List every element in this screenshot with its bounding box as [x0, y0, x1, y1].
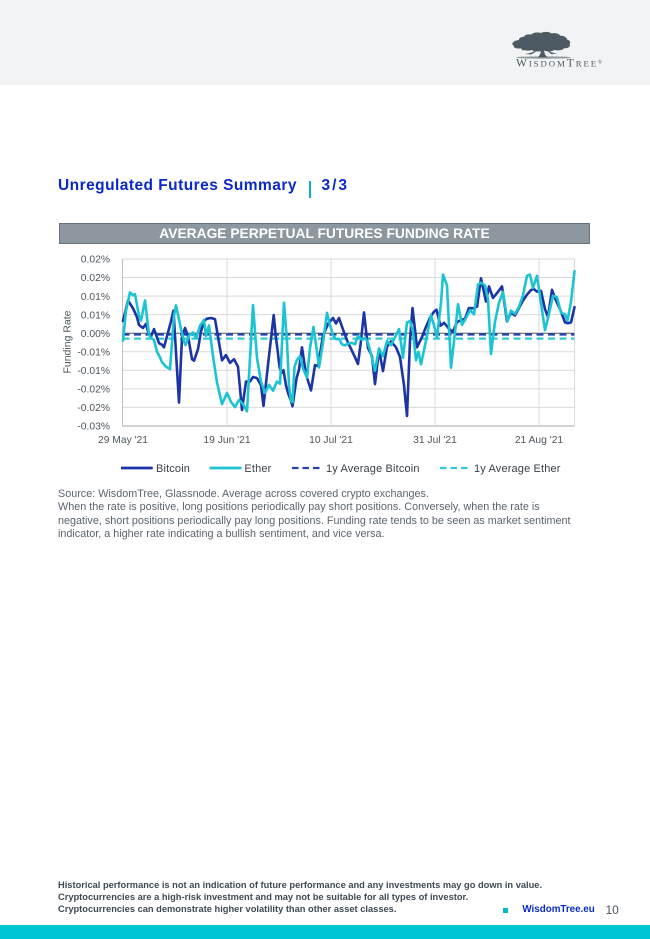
svg-text:0.02%: 0.02% — [81, 273, 110, 284]
svg-text:Ether: Ether — [244, 463, 271, 475]
svg-text:Funding Rate: Funding Rate — [62, 310, 74, 373]
svg-text:0.01%: 0.01% — [81, 292, 110, 303]
svg-text:29 May '21: 29 May '21 — [98, 435, 148, 446]
svg-text:0.00%: 0.00% — [81, 329, 110, 340]
svg-text:WISDOMTREE®: WISDOMTREE® — [516, 57, 604, 70]
svg-text:0.01%: 0.01% — [81, 310, 110, 321]
svg-text:21 Aug '21: 21 Aug '21 — [515, 435, 564, 446]
svg-text:-0.02%: -0.02% — [77, 403, 110, 414]
svg-text:-0.03%: -0.03% — [77, 422, 110, 433]
svg-text:1y Average Bitcoin: 1y Average Bitcoin — [326, 463, 420, 475]
svg-text:10 Jul '21: 10 Jul '21 — [309, 435, 353, 446]
svg-text:0.02%: 0.02% — [81, 255, 110, 266]
svg-text:31 Jul '21: 31 Jul '21 — [413, 435, 457, 446]
svg-text:Bitcoin: Bitcoin — [156, 463, 190, 475]
svg-text:-0.01%: -0.01% — [77, 348, 110, 359]
svg-text:1y Average Ether: 1y Average Ether — [474, 463, 561, 475]
svg-text:-0.02%: -0.02% — [77, 385, 110, 396]
svg-text:-0.01%: -0.01% — [77, 366, 110, 377]
svg-text:19 Jun '21: 19 Jun '21 — [203, 435, 250, 446]
